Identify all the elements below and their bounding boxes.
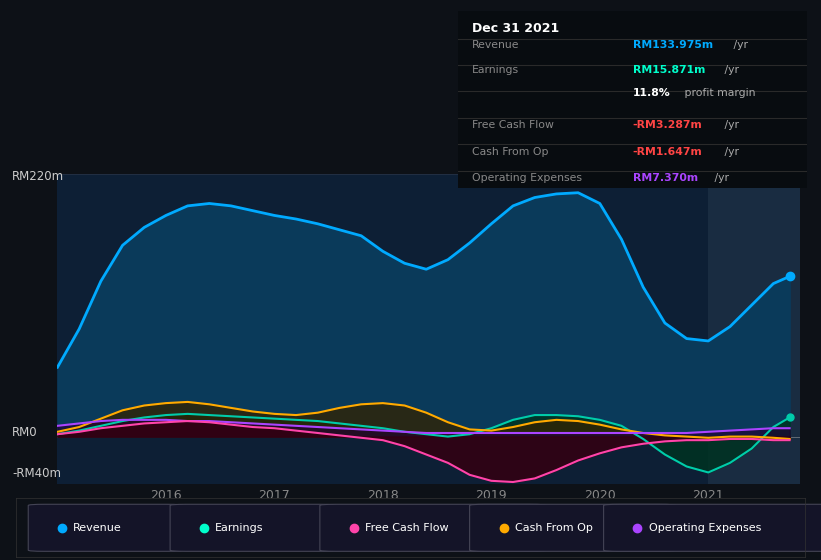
- Text: Revenue: Revenue: [472, 40, 520, 50]
- Text: RM133.975m: RM133.975m: [633, 40, 713, 50]
- Bar: [709, 174, 800, 484]
- Text: RM7.370m: RM7.370m: [633, 174, 698, 184]
- Text: RM220m: RM220m: [12, 170, 64, 183]
- Text: Operating Expenses: Operating Expenses: [472, 174, 582, 184]
- Text: /yr: /yr: [721, 147, 739, 157]
- Text: -RM40m: -RM40m: [12, 466, 62, 480]
- Text: /yr: /yr: [711, 174, 729, 184]
- FancyBboxPatch shape: [603, 504, 821, 551]
- Text: /yr: /yr: [721, 120, 739, 130]
- FancyBboxPatch shape: [320, 504, 546, 551]
- Text: -RM3.287m: -RM3.287m: [633, 120, 702, 130]
- Text: Free Cash Flow: Free Cash Flow: [472, 120, 554, 130]
- Text: Operating Expenses: Operating Expenses: [649, 523, 761, 533]
- FancyBboxPatch shape: [28, 504, 183, 551]
- FancyBboxPatch shape: [470, 504, 676, 551]
- Text: Cash From Op: Cash From Op: [472, 147, 548, 157]
- Text: Dec 31 2021: Dec 31 2021: [472, 22, 559, 35]
- Text: RM0: RM0: [12, 426, 38, 439]
- Text: Free Cash Flow: Free Cash Flow: [365, 523, 448, 533]
- Text: Cash From Op: Cash From Op: [515, 523, 593, 533]
- Text: /yr: /yr: [721, 65, 739, 75]
- Text: -RM1.647m: -RM1.647m: [633, 147, 702, 157]
- FancyBboxPatch shape: [170, 504, 335, 551]
- Text: /yr: /yr: [731, 40, 748, 50]
- Text: RM15.871m: RM15.871m: [633, 65, 705, 75]
- Text: Revenue: Revenue: [73, 523, 122, 533]
- Text: profit margin: profit margin: [681, 88, 756, 98]
- Text: Earnings: Earnings: [215, 523, 264, 533]
- Text: Earnings: Earnings: [472, 65, 519, 75]
- Text: 11.8%: 11.8%: [633, 88, 670, 98]
